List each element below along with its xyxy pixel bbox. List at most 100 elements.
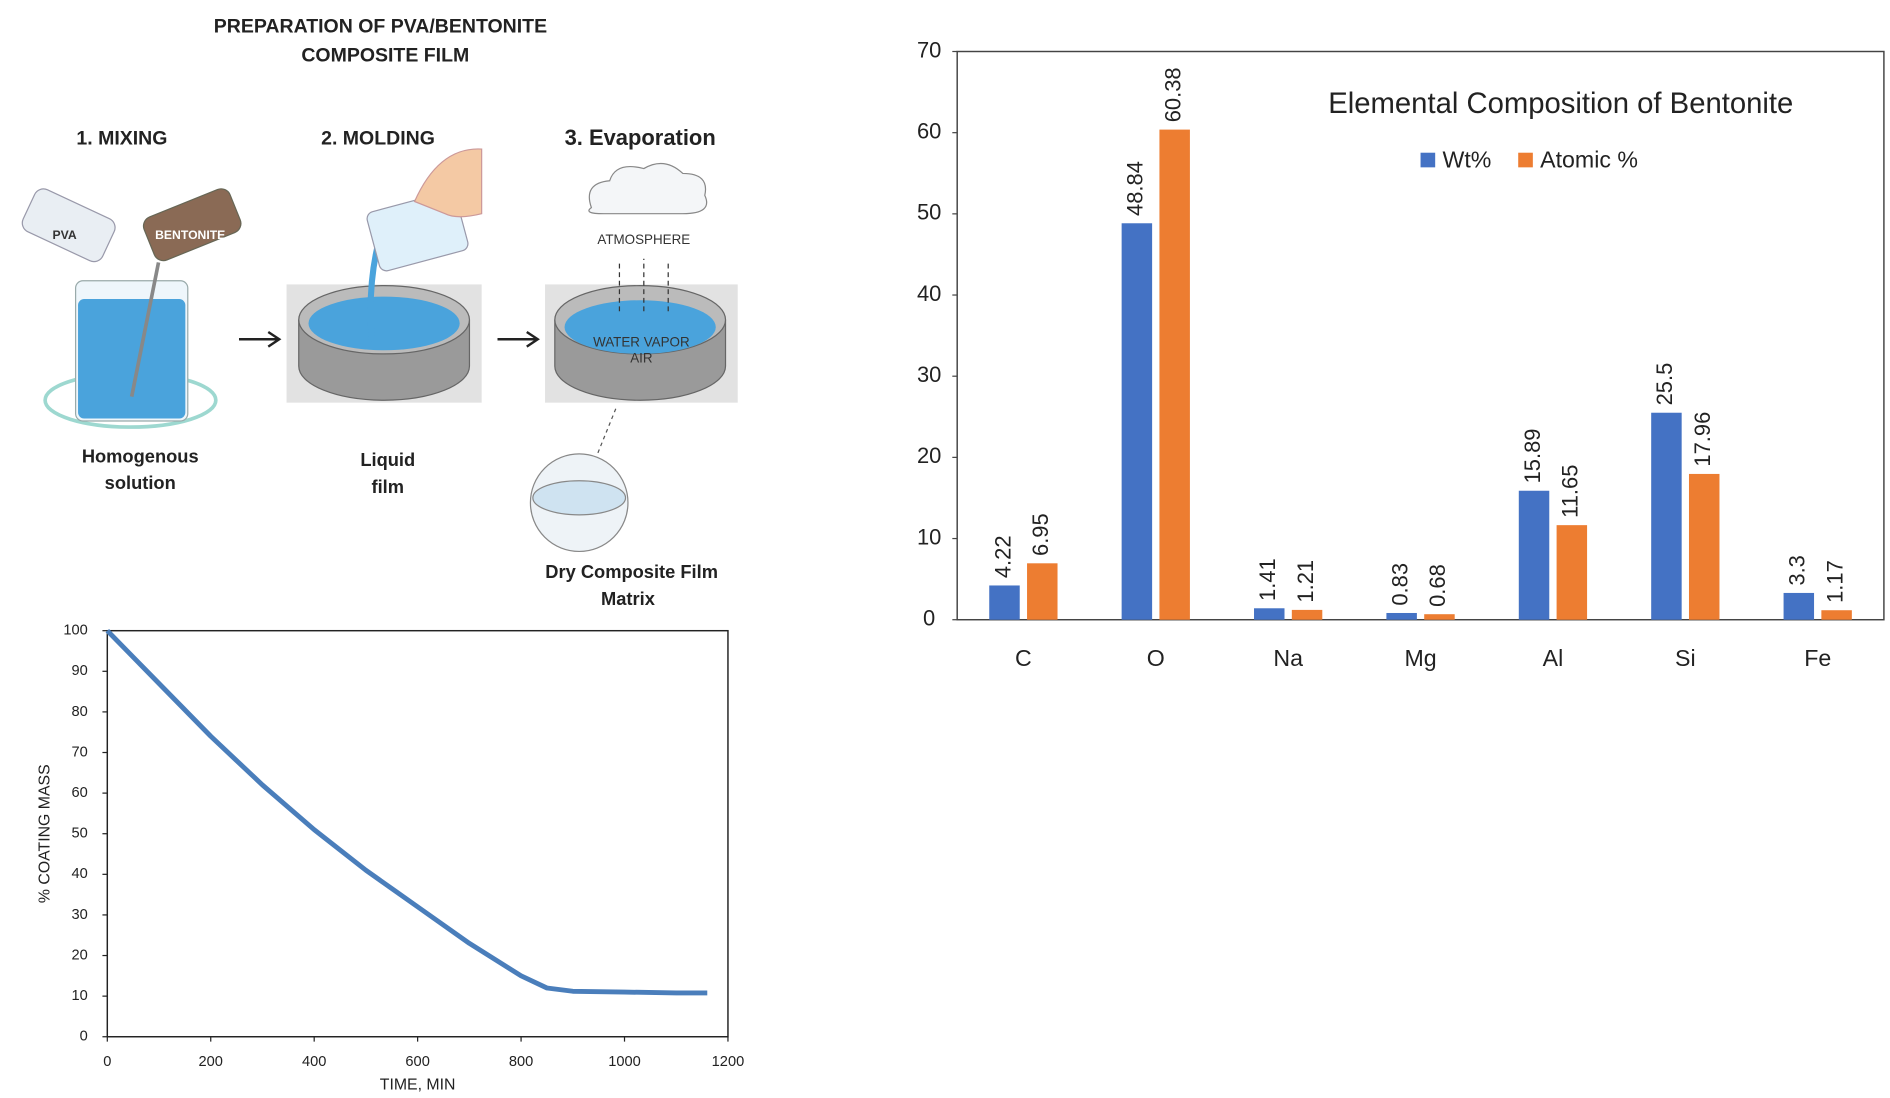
caption: Liquid bbox=[360, 449, 415, 470]
diagram-title: PREPARATION OF PVA/BENTONITE bbox=[214, 15, 547, 37]
value-label: 0.83 bbox=[1387, 563, 1412, 606]
x-tick-label: 1000 bbox=[608, 1054, 641, 1070]
film bbox=[564, 300, 716, 354]
step-heading: 2. MOLDING bbox=[321, 127, 435, 149]
bar bbox=[1159, 129, 1190, 620]
cup-label: PVA bbox=[53, 228, 77, 242]
y-tick-label: 0 bbox=[923, 606, 935, 631]
caption: Dry Composite Film bbox=[545, 561, 718, 582]
stir-rod bbox=[129, 262, 161, 397]
value-label: 48.84 bbox=[1123, 161, 1148, 216]
label: WATER VAPOR bbox=[593, 334, 690, 349]
bar bbox=[1688, 473, 1720, 620]
y-tick-label: 50 bbox=[72, 826, 88, 842]
arrow bbox=[238, 330, 282, 348]
arrow bbox=[497, 330, 540, 348]
value-label: 1.17 bbox=[1822, 560, 1847, 603]
value-label: 11.65 bbox=[1558, 465, 1583, 518]
x-tick-label: Si bbox=[1675, 645, 1696, 671]
bar bbox=[1424, 614, 1455, 620]
y-tick-label: 50 bbox=[917, 200, 941, 225]
label: AIR bbox=[630, 350, 653, 365]
x-tick-label: 800 bbox=[509, 1054, 533, 1070]
diagram-title: COMPOSITE FILM bbox=[301, 45, 469, 67]
y-tick-label: 40 bbox=[917, 281, 941, 306]
value-label: 3.3 bbox=[1785, 555, 1810, 585]
x-tick-label: 1200 bbox=[712, 1054, 745, 1070]
value-label: 0.68 bbox=[1425, 564, 1450, 607]
step-heading: 1. MIXING bbox=[76, 127, 167, 149]
value-label: 15.89 bbox=[1520, 429, 1545, 484]
value-label: 4.22 bbox=[990, 535, 1015, 578]
x-tick-label: 600 bbox=[405, 1054, 429, 1070]
legend-label: Atomic % bbox=[1540, 146, 1638, 172]
y-tick-label: 60 bbox=[72, 785, 88, 801]
bar bbox=[1651, 412, 1682, 620]
x-tick-label: Al bbox=[1543, 645, 1564, 671]
line bbox=[105, 628, 708, 996]
dotted-arrow bbox=[596, 408, 617, 455]
y-tick-label: 20 bbox=[72, 947, 88, 963]
value-label: 1.21 bbox=[1293, 560, 1318, 603]
x-tick-label: Na bbox=[1273, 645, 1303, 671]
bar bbox=[1821, 610, 1852, 620]
y-tick-label: 80 bbox=[72, 704, 88, 720]
bar bbox=[1783, 592, 1815, 620]
chart-title: Elemental Composition of Bentonite bbox=[1328, 88, 1793, 120]
x-tick-label: O bbox=[1147, 645, 1165, 671]
legend-swatch bbox=[1420, 152, 1436, 168]
y-tick-label: 90 bbox=[72, 663, 88, 679]
value-label: 17.96 bbox=[1690, 412, 1715, 467]
caption: film bbox=[371, 476, 404, 497]
step-heading: 3. Evaporation bbox=[565, 125, 716, 150]
bar bbox=[989, 585, 1020, 620]
cup-label: BENTONITE bbox=[155, 228, 225, 242]
value-label: 60.38 bbox=[1160, 67, 1185, 122]
y-tick-label: 30 bbox=[917, 362, 941, 387]
x-tick-label: Mg bbox=[1404, 645, 1436, 671]
legend-label: Wt% bbox=[1442, 146, 1491, 172]
bar bbox=[1556, 525, 1588, 620]
bar bbox=[1518, 490, 1550, 620]
legend-swatch bbox=[1518, 152, 1533, 168]
plot-frame bbox=[956, 50, 1885, 621]
bar bbox=[1027, 563, 1058, 620]
y-tick-label: 70 bbox=[72, 744, 88, 760]
x-tick-label: C bbox=[1015, 645, 1032, 671]
value-label: 1.41 bbox=[1255, 558, 1280, 601]
y-axis-label: % COATING MASS bbox=[36, 764, 53, 903]
y-tick-label: 40 bbox=[72, 866, 88, 882]
value-label: 6.95 bbox=[1028, 513, 1053, 556]
value-label: 25.5 bbox=[1652, 363, 1677, 406]
plot-frame bbox=[106, 629, 729, 1038]
x-tick-label: Fe bbox=[1804, 645, 1831, 671]
solution bbox=[78, 299, 186, 419]
vapor-arrows bbox=[618, 258, 669, 312]
x-tick-label: 200 bbox=[199, 1054, 223, 1070]
y-tick-label: 10 bbox=[917, 524, 941, 549]
y-tick-label: 20 bbox=[917, 443, 941, 468]
y-tick-label: 30 bbox=[72, 907, 88, 923]
bar bbox=[1254, 608, 1285, 620]
x-tick-label: 400 bbox=[302, 1054, 326, 1070]
diagram: PREPARATION OF PVA/BENTONITE COMPOSITE F… bbox=[21, 15, 738, 609]
liquid bbox=[308, 296, 460, 351]
x-tick-label: 0 bbox=[103, 1054, 111, 1070]
cloud bbox=[588, 162, 708, 215]
bar bbox=[1121, 223, 1153, 620]
caption: Homogenous bbox=[82, 445, 199, 466]
bentonite-cup bbox=[142, 188, 242, 262]
hand bbox=[413, 148, 483, 218]
y-tick-label: 70 bbox=[917, 37, 941, 62]
bar bbox=[1386, 612, 1417, 620]
x-axis-label: TIME, MIN bbox=[380, 1077, 456, 1094]
bar bbox=[1291, 609, 1323, 620]
y-tick-label: 60 bbox=[917, 118, 941, 143]
label: ATMOSPHERE bbox=[597, 232, 690, 247]
y-tick-label: 10 bbox=[72, 988, 88, 1004]
pva-cup bbox=[21, 188, 116, 263]
film-disc bbox=[532, 480, 627, 516]
caption: Matrix bbox=[601, 588, 656, 609]
caption: solution bbox=[105, 472, 176, 493]
